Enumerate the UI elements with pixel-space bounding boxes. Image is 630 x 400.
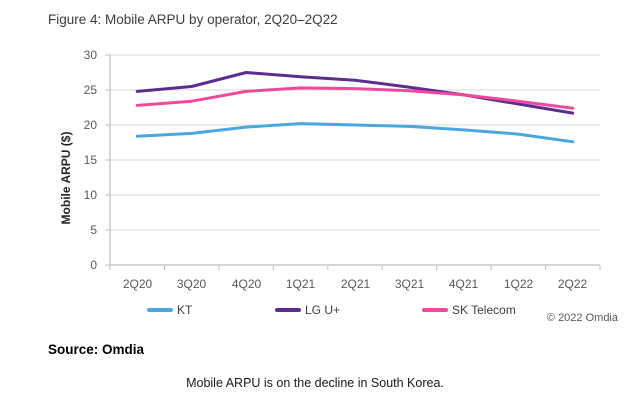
legend-swatch-lgu <box>275 308 301 312</box>
legend-label-lgu: LG U+ <box>305 303 341 317</box>
legend-item-sk: SK Telecom <box>422 302 516 318</box>
figure-caption: Mobile ARPU is on the decline in South K… <box>186 376 444 390</box>
x-axis-tick-label: 1Q21 <box>285 277 316 291</box>
y-axis-tick-label: 10 <box>83 188 97 202</box>
x-axis-tick-label: 2Q21 <box>340 277 371 291</box>
copyright-note: © 2022 Omdia <box>546 312 618 324</box>
y-axis-tick-label: 15 <box>83 153 97 167</box>
legend-label-kt: KT <box>177 303 193 317</box>
x-axis-tick-label: 4Q20 <box>231 277 262 291</box>
y-axis-tick-label: 5 <box>90 223 97 237</box>
series-line-kt <box>135 122 575 144</box>
y-axis-tick-label: 25 <box>83 83 97 97</box>
x-axis-tick-label: 2Q20 <box>122 277 153 291</box>
y-axis-tick-label: 20 <box>83 118 97 132</box>
y-axis-tick-label: 0 <box>90 258 97 272</box>
y-axis-tick-label: 30 <box>83 48 97 62</box>
x-axis-tick-label: 1Q22 <box>503 277 534 291</box>
x-axis-tick-label: 2Q22 <box>557 277 588 291</box>
legend-item-kt: KT <box>147 302 192 318</box>
x-axis-tick-label: 3Q20 <box>176 277 207 291</box>
series-line-lg-u- <box>135 71 575 115</box>
y-axis-label: Mobile ARPU ($) <box>59 131 73 225</box>
x-axis-tick-label: 4Q21 <box>448 277 479 291</box>
legend-swatch-kt <box>147 308 173 312</box>
legend-item-lgu: LG U+ <box>275 302 340 318</box>
series-line-sk-telecom <box>135 86 575 110</box>
plot-svg <box>105 54 601 270</box>
source-line: Source: Omdia <box>48 342 145 357</box>
x-axis-tick-label: 3Q21 <box>394 277 425 291</box>
legend-swatch-sk <box>422 308 448 312</box>
page-title: Figure 4: Mobile ARPU by operator, 2Q20–… <box>48 12 338 27</box>
legend-label-sk: SK Telecom <box>452 303 516 317</box>
